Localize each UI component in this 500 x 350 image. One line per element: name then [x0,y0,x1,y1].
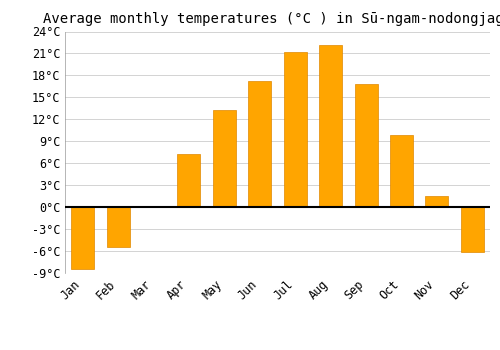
Bar [426,196,448,207]
Bar [71,207,94,270]
Bar [106,207,130,247]
Bar [142,206,165,207]
Bar [461,207,484,252]
Bar [390,135,413,207]
Bar [213,110,236,207]
Bar [319,46,342,207]
Bar [178,154,201,207]
Bar [284,52,306,207]
Bar [248,81,272,207]
Bar [354,84,378,207]
Title: Average monthly temperatures (°C ) in Sū-ngam-nodongjagu: Average monthly temperatures (°C ) in Sū… [43,12,500,26]
